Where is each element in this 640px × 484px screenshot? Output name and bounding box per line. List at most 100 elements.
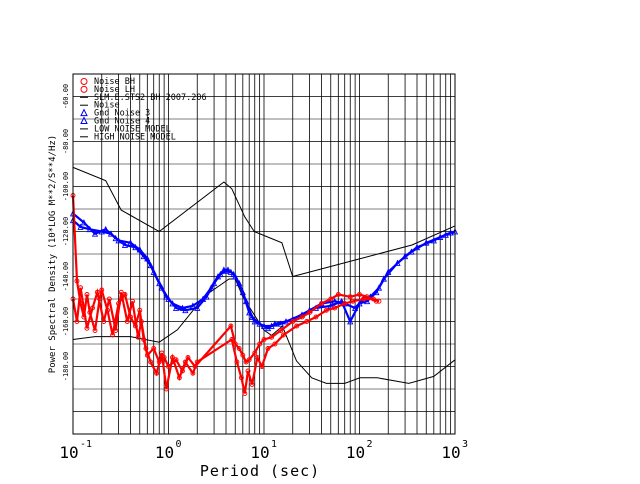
data-point (299, 314, 305, 320)
data-point (80, 219, 88, 226)
data-point (269, 334, 275, 340)
data-point (159, 350, 165, 356)
data-point (272, 341, 278, 347)
x-tick-exponent: 1 (271, 439, 277, 450)
data-point (265, 346, 271, 351)
x-tick-exponent: -1 (80, 439, 92, 450)
data-point (84, 292, 90, 297)
data-point (194, 359, 200, 365)
data-point (138, 319, 144, 324)
data-point (102, 225, 109, 233)
data-point (271, 320, 279, 327)
legend-item: Gnd Noise 3 (80, 108, 150, 119)
data-point (92, 328, 98, 333)
data-point (332, 305, 338, 311)
y-tick-label: -180.00 (62, 352, 70, 382)
data-point (140, 252, 147, 260)
data-point (335, 292, 341, 297)
data-point (176, 375, 182, 381)
grid (72, 73, 455, 435)
data-point (236, 346, 242, 351)
data-point (447, 229, 454, 236)
data-point (224, 266, 232, 273)
data-point (190, 370, 196, 376)
data-point (246, 357, 252, 363)
data-point (290, 319, 296, 324)
data-point (94, 289, 100, 295)
data-point (122, 292, 128, 297)
data-point (118, 289, 124, 295)
data-point (112, 234, 119, 242)
data-point (363, 297, 371, 305)
y-tick-label: -100.00 (62, 172, 70, 202)
y-tick-label: -160.00 (62, 307, 70, 337)
legend-label: Noise BH (94, 77, 135, 87)
data-point (248, 313, 256, 320)
data-point (228, 323, 234, 329)
data-point (234, 359, 240, 365)
data-point (313, 314, 319, 320)
x-tick-label: 10 0 (155, 439, 182, 462)
data-point (243, 297, 250, 305)
data-point (106, 296, 112, 302)
data-point (151, 346, 157, 351)
y-tick-labels: -60.00 -80.00 -100.00 -120.00 -140.00 -160.00… (62, 84, 70, 381)
x-tick-exponent: 2 (367, 439, 373, 450)
data-point (135, 334, 141, 340)
data-point (338, 297, 345, 305)
data-point (252, 350, 258, 356)
data-point (143, 346, 149, 351)
data-point (249, 382, 255, 387)
data-point (380, 275, 388, 282)
data-point (208, 284, 215, 291)
data-point (278, 328, 284, 333)
data-point (328, 296, 334, 302)
data-point (323, 307, 329, 313)
data-point (182, 359, 188, 365)
data-point (214, 273, 222, 280)
data-point (101, 319, 107, 324)
legend-label: Noise (94, 101, 120, 111)
data-point (84, 325, 90, 331)
x-tick-label: 10 -1 (59, 439, 92, 462)
data-point (238, 375, 244, 381)
data-point (236, 279, 243, 287)
x-tick-base: 10 (441, 443, 460, 462)
y-tick-label: -120.00 (62, 217, 70, 247)
data-point (220, 266, 227, 273)
data-point (245, 368, 251, 374)
data-point (437, 233, 444, 240)
data-point (423, 239, 430, 246)
x-tick-exponent: 0 (176, 439, 182, 450)
data-point (110, 332, 116, 338)
x-tick-label: 10 3 (441, 439, 468, 462)
data-point (319, 301, 324, 306)
data-point (304, 319, 310, 324)
data-point (307, 310, 313, 315)
data-point (137, 307, 143, 313)
data-point (132, 243, 139, 251)
legend-label: Noise LH (94, 85, 135, 95)
legend-marker-triangle (80, 108, 88, 117)
series-line (72, 166, 456, 278)
data-point (78, 285, 84, 291)
data-point (356, 300, 363, 307)
legend-item: Noise BH (80, 77, 135, 87)
data-point (170, 355, 175, 360)
data-point (243, 359, 249, 365)
legend-marker-circle (80, 85, 88, 93)
data-point (154, 370, 160, 376)
data-point (147, 261, 154, 269)
legend-label: HIGH NOISE MODEL (94, 132, 176, 142)
x-axis-label: Period (sec) (200, 462, 320, 480)
legend-item: LOW NOISE MODEL (80, 124, 171, 134)
data-point (394, 259, 401, 266)
data-point (408, 248, 415, 255)
data-point (77, 223, 84, 230)
data-point (172, 304, 180, 311)
legend-item: SLM.E.STS2 BH 2007.206 (80, 93, 207, 103)
data-point (361, 296, 366, 302)
y-tick-label: -80.00 (62, 129, 70, 154)
